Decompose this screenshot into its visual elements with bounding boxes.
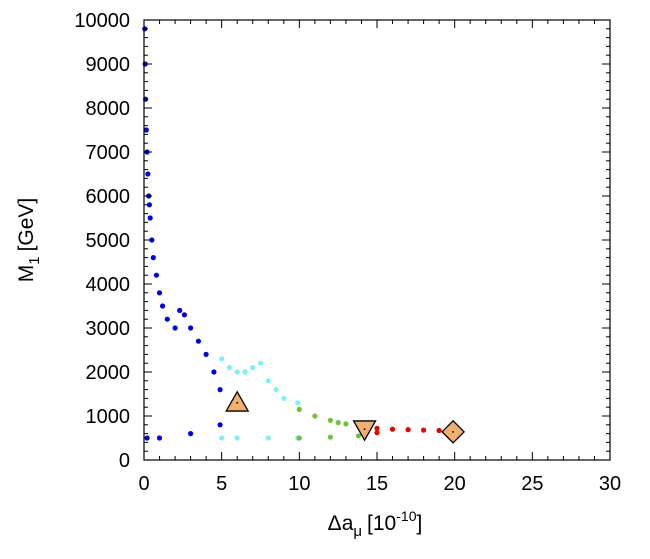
y-axis-title-subscript: 1	[26, 256, 43, 264]
y-tick-label: 8000	[86, 98, 131, 120]
plot-frame	[143, 19, 611, 461]
data-point	[296, 406, 302, 412]
data-point	[217, 387, 223, 393]
x-tick-label: 15	[366, 473, 388, 495]
triangle-up-marker	[225, 390, 250, 412]
y-axis-title-main: M	[15, 265, 38, 283]
data-point	[143, 127, 149, 133]
series-2	[296, 406, 361, 441]
data-point	[177, 307, 183, 313]
data-point	[219, 435, 225, 441]
data-point	[150, 255, 156, 261]
data-point	[436, 427, 442, 434]
data-point	[226, 365, 232, 371]
data-point	[421, 427, 427, 433]
data-point	[203, 351, 209, 357]
data-point	[250, 365, 256, 371]
marker-center-dot	[452, 430, 455, 433]
x-axis-title-unit: [10	[367, 512, 396, 535]
data-point	[335, 420, 341, 426]
series-3	[363, 425, 450, 437]
y-tick-label: 9000	[86, 54, 131, 76]
data-point	[234, 369, 240, 375]
data-point	[374, 430, 380, 436]
data-point	[405, 427, 411, 433]
data-point	[156, 435, 163, 441]
data-point	[156, 290, 163, 296]
triangle-down-marker	[352, 420, 377, 442]
data-point	[312, 413, 318, 419]
data-point	[281, 395, 287, 401]
data-point	[242, 369, 248, 375]
y-tick-label: 10000	[74, 10, 130, 32]
data-point	[374, 425, 380, 431]
y-tick-label: 7000	[86, 142, 131, 164]
marker-center-dot	[363, 428, 366, 431]
data-point	[211, 369, 217, 375]
x-tick-label: 30	[599, 473, 621, 495]
data-point	[181, 312, 187, 318]
data-point	[195, 338, 201, 344]
data-point	[234, 435, 240, 441]
x-tick-labels: 0 5 10 15 20 25 30	[138, 473, 621, 495]
data-point	[257, 360, 264, 366]
benchmark-markers	[225, 390, 466, 444]
data-point	[295, 400, 301, 406]
y-tick-label: 0	[119, 450, 130, 472]
y-tick-label: 2000	[86, 362, 131, 384]
data-point	[160, 303, 166, 309]
x-axis-title-main: Δa	[328, 512, 354, 535]
x-tick-label: 20	[444, 473, 466, 495]
y-tick-label: 6000	[86, 186, 131, 208]
x-axis-title: Δaμ [10-10]	[328, 508, 423, 540]
data-point	[217, 422, 223, 428]
data-point	[153, 272, 159, 278]
x-tick-label: 5	[216, 473, 227, 495]
data-point	[389, 426, 396, 432]
x-axis-title-close: ]	[416, 512, 422, 535]
y-tick-label: 5000	[86, 230, 131, 252]
series-0	[142, 26, 223, 441]
data-point	[219, 356, 225, 362]
data-point	[273, 387, 279, 393]
data-point	[265, 378, 271, 384]
x-tick-label: 25	[521, 473, 543, 495]
x-tick-label: 0	[138, 473, 149, 495]
series-1	[219, 356, 301, 441]
data-point	[327, 417, 333, 423]
data-point	[172, 325, 178, 331]
x-axis-title-subscript: μ	[353, 523, 362, 540]
y-tick-label: 1000	[86, 406, 131, 428]
marker-center-dot	[236, 401, 239, 404]
data-point	[144, 435, 150, 441]
data-point	[188, 431, 194, 437]
data-point	[327, 434, 333, 440]
data-point	[265, 435, 271, 441]
data-point	[147, 215, 153, 221]
data-point	[188, 325, 194, 331]
data-points	[142, 26, 450, 441]
axis-ticks	[143, 19, 611, 461]
data-point	[343, 421, 349, 427]
data-point	[146, 202, 152, 208]
data-point	[355, 433, 361, 439]
data-point	[145, 171, 151, 177]
x-axis-title-superscript: -10	[396, 508, 416, 524]
y-tick-label: 4000	[86, 274, 131, 296]
y-tick-labels: 0 1000 2000 3000 4000 5000 6000 7000 8000 9000 100…	[74, 10, 130, 472]
x-tick-label: 10	[288, 473, 310, 495]
data-point	[164, 316, 170, 322]
y-axis-title-unit: [GeV]	[15, 198, 38, 252]
y-tick-label: 3000	[86, 318, 131, 340]
y-axis-title: M1 [GeV]	[15, 198, 43, 283]
data-point	[296, 435, 302, 441]
